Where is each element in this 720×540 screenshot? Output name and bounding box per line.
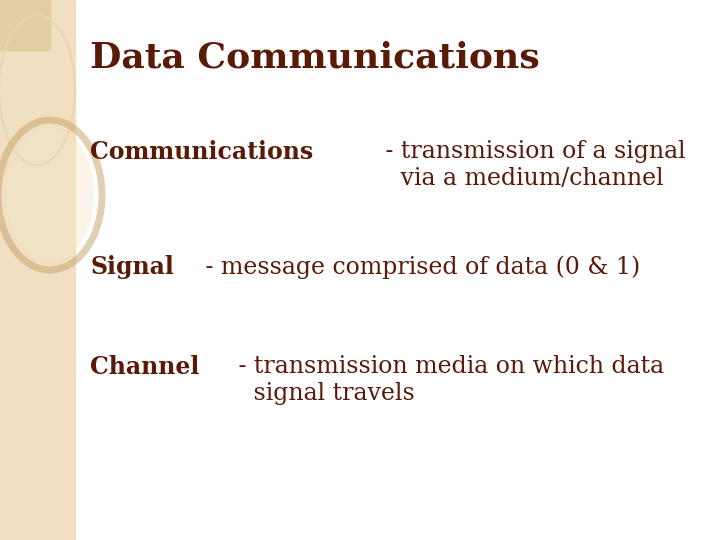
- Text: Communications: Communications: [90, 140, 313, 164]
- Ellipse shape: [6, 128, 94, 262]
- Text: Data Communications: Data Communications: [90, 40, 540, 74]
- Text: Signal: Signal: [90, 255, 174, 279]
- Text: - message comprised of data (0 & 1): - message comprised of data (0 & 1): [198, 255, 641, 279]
- Bar: [0, 0, 75, 540]
- Bar: [0, 0, 50, 50]
- Text: Channel: Channel: [90, 355, 199, 379]
- Text: - transmission media on which data
   signal travels: - transmission media on which data signa…: [231, 355, 665, 404]
- Text: - transmission of a signal
   via a medium/channel: - transmission of a signal via a medium/…: [378, 140, 685, 190]
